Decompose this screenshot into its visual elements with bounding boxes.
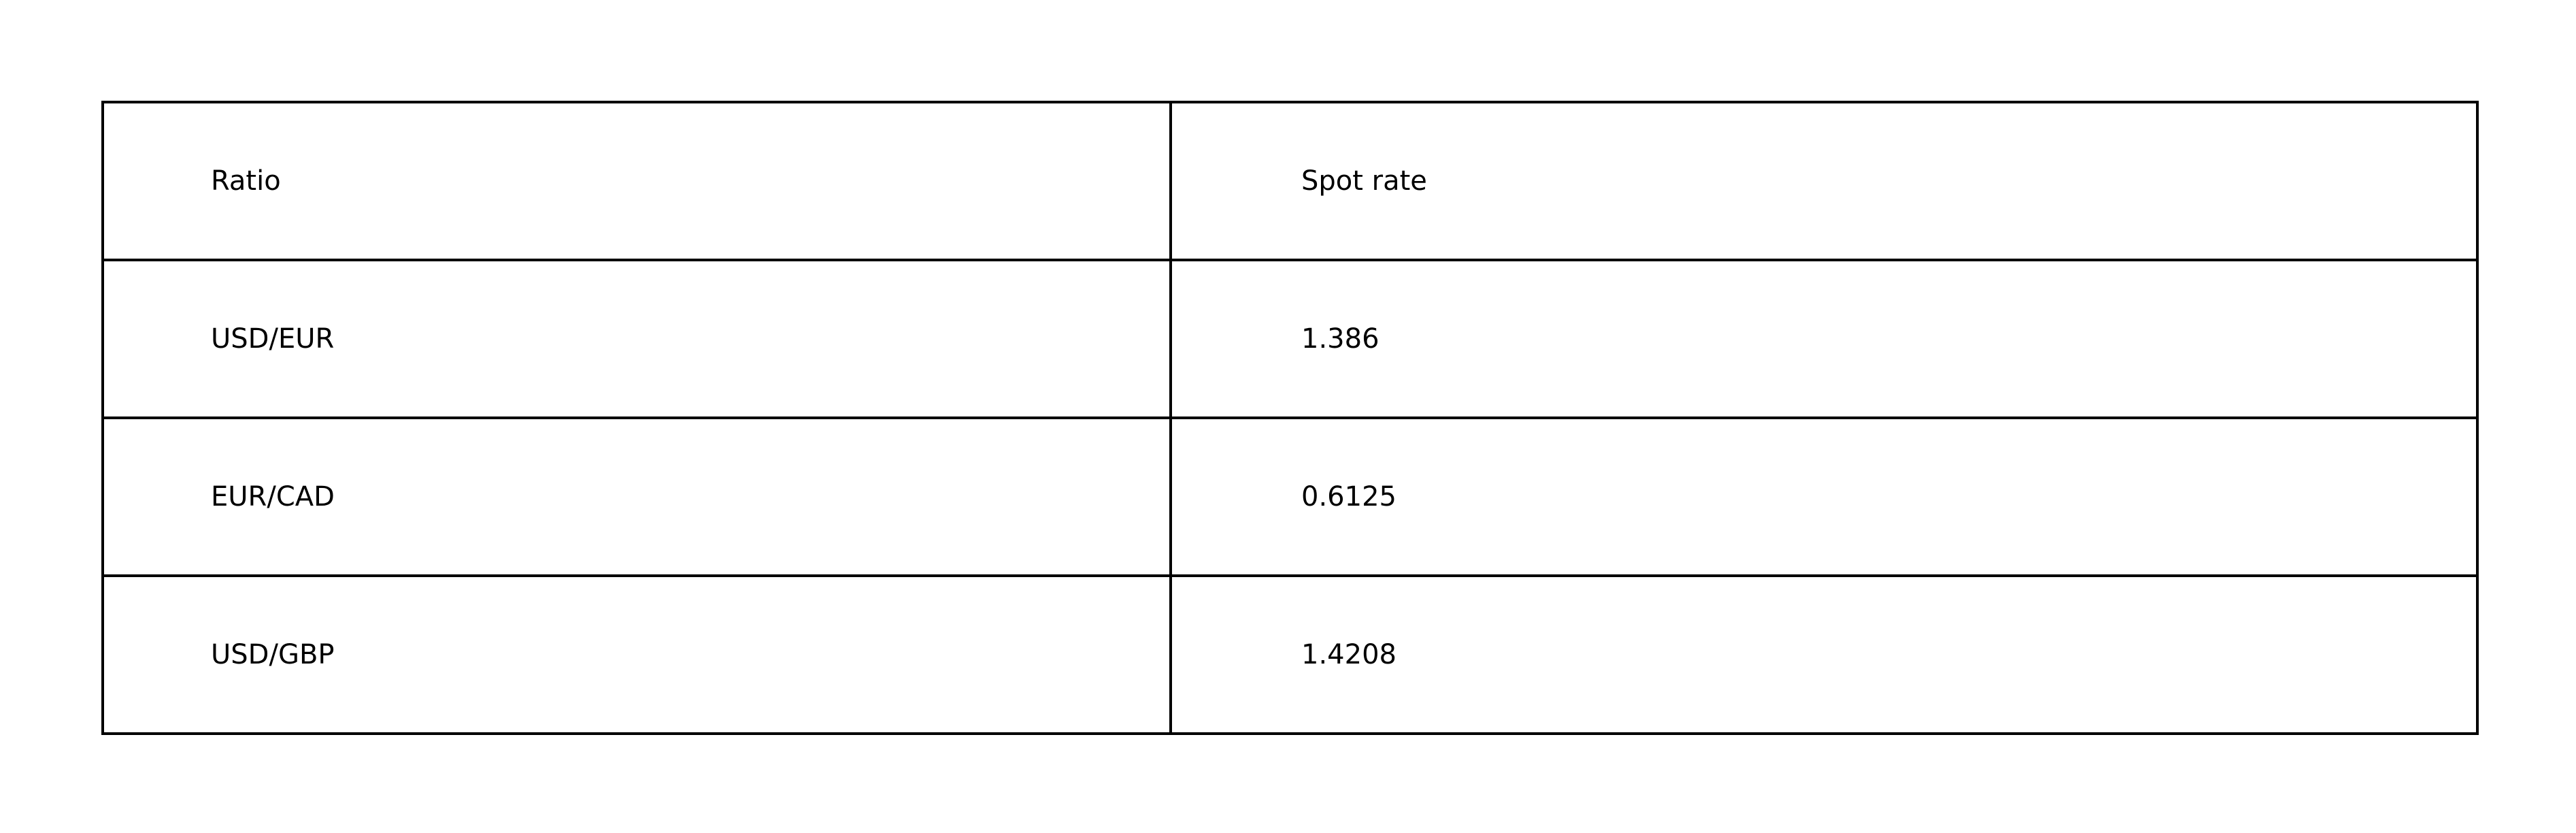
table-row: EUR/CAD 0.6125 (101, 416, 2479, 577)
table-row: USD/EUR 1.386 (101, 259, 2479, 419)
spot-rate-cell: 1.386 (1169, 259, 2479, 419)
ratio-cell: EUR/CAD (101, 416, 1172, 577)
table-row: USD/GBP 1.4208 (101, 574, 2479, 735)
column-header-ratio: Ratio (101, 101, 1172, 261)
spot-rate-cell: 0.6125 (1169, 416, 2479, 577)
spot-rate-table: Ratio Spot rate USD/EUR 1.386 EUR/CAD 0.… (101, 101, 2479, 735)
table-header-row: Ratio Spot rate (101, 101, 2479, 261)
ratio-cell: USD/GBP (101, 574, 1172, 735)
column-header-spot-rate: Spot rate (1169, 101, 2479, 261)
spot-rate-cell: 1.4208 (1169, 574, 2479, 735)
ratio-cell: USD/EUR (101, 259, 1172, 419)
